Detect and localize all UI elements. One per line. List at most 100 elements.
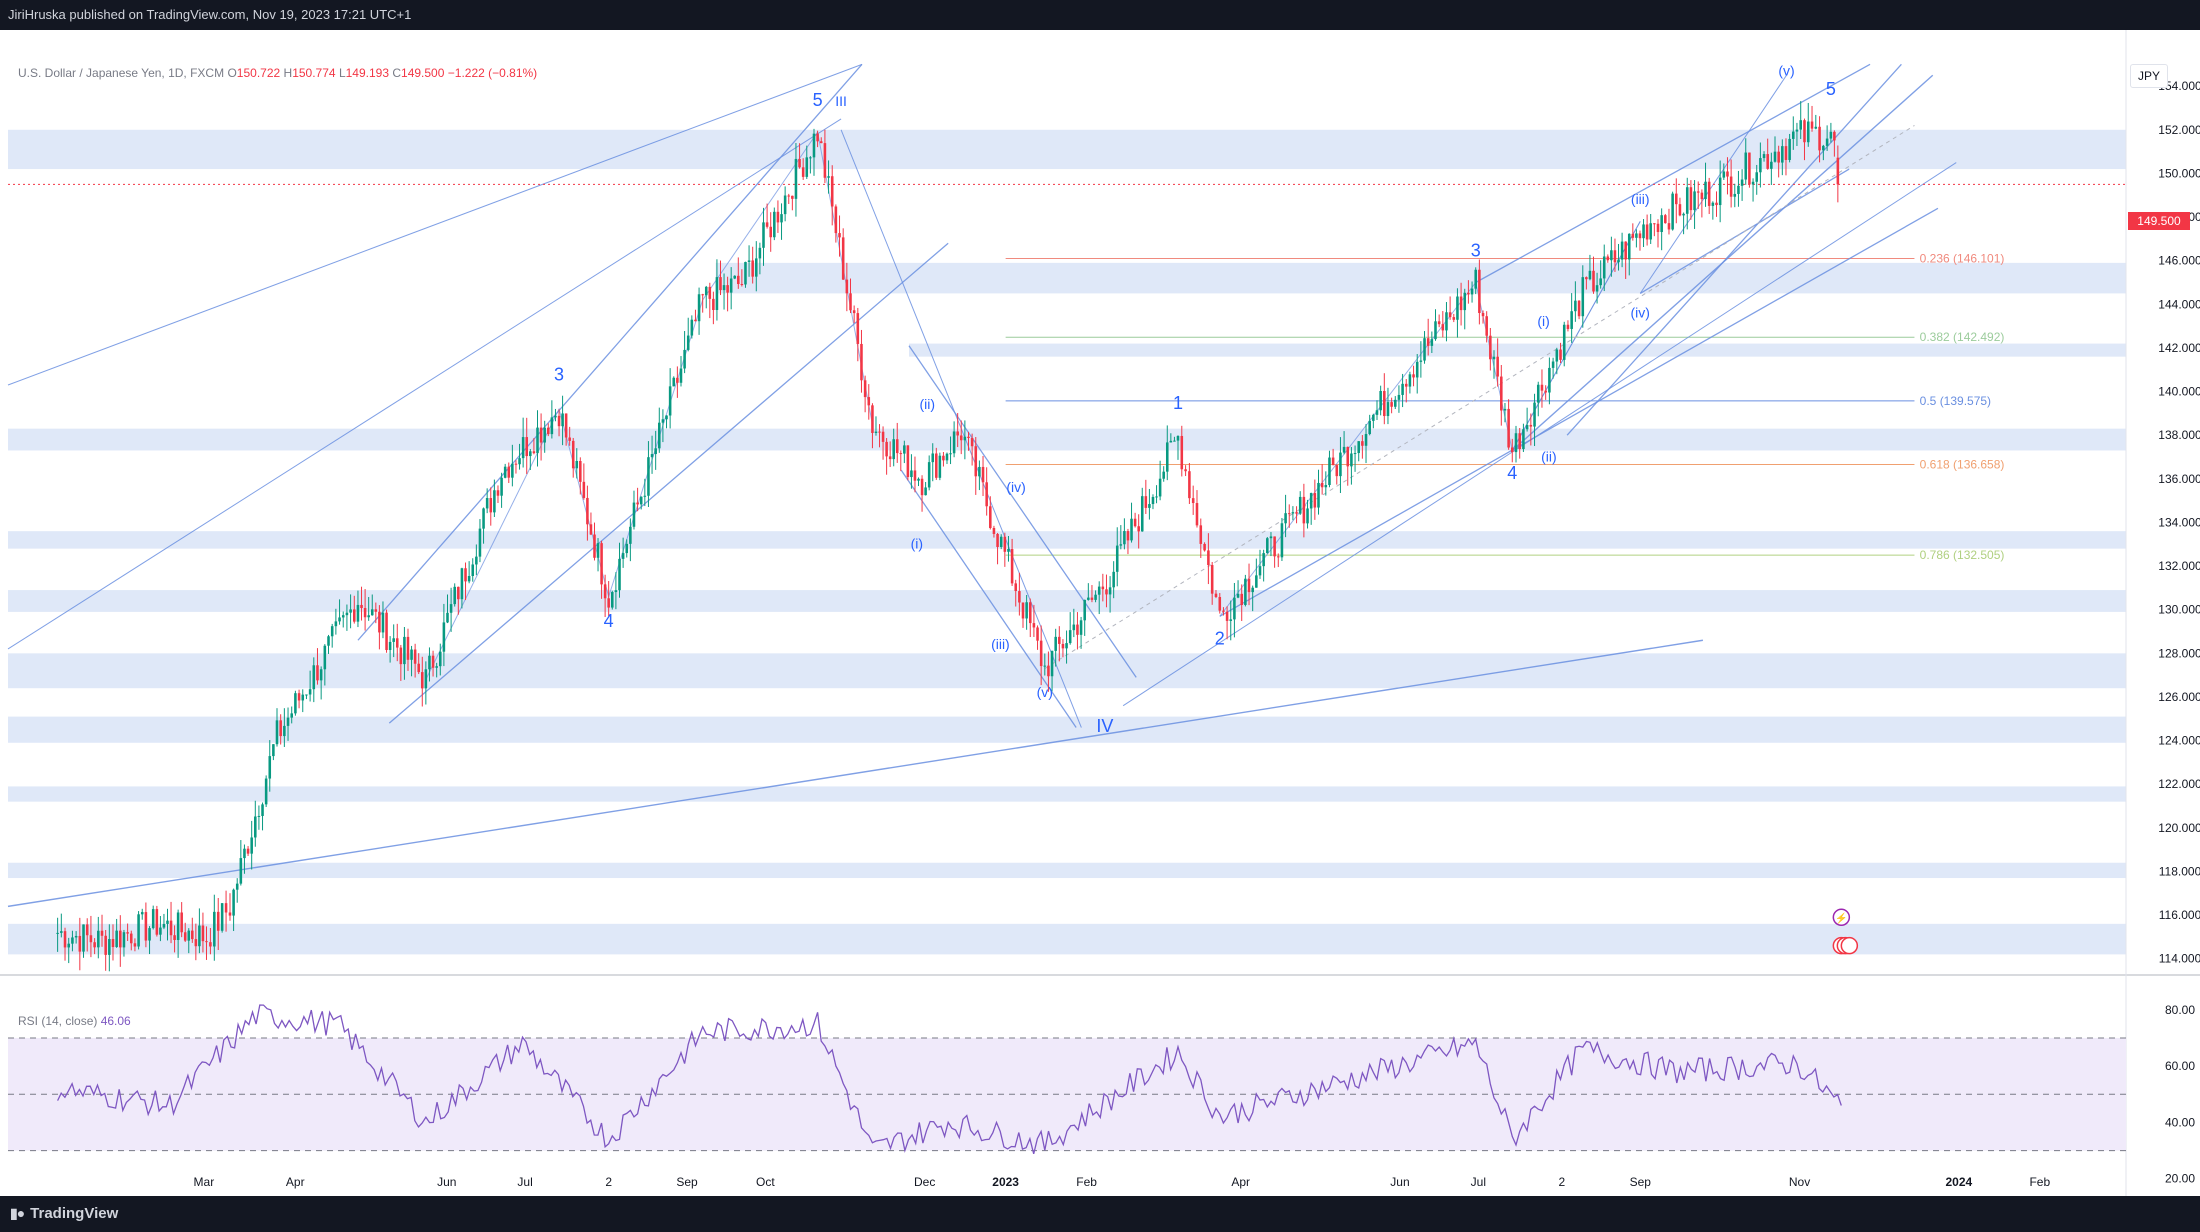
- candle-body: [1613, 250, 1617, 263]
- low-value: 149.193: [345, 66, 390, 80]
- candle-body: [122, 932, 126, 948]
- candle-body: [906, 445, 910, 478]
- candle-body: [1529, 424, 1533, 427]
- candle-body: [1148, 504, 1151, 508]
- candle-body: [363, 608, 367, 618]
- candle-body: [493, 490, 496, 513]
- candle-body: [1474, 269, 1477, 289]
- price-tick-label: 124.000: [2158, 734, 2200, 748]
- candle-body: [1602, 256, 1606, 279]
- candle-body: [1007, 549, 1010, 552]
- candle-body: [614, 590, 618, 593]
- price-tick-label: 116.000: [2159, 908, 2200, 922]
- chart-area[interactable]: 0.236 (146.101) 0.382 (142.492) 0.5 (139.5…: [0, 30, 2200, 1196]
- candle-body: [935, 453, 938, 478]
- open-value: 150.722: [236, 66, 281, 80]
- candle-body: [305, 694, 308, 696]
- candle-body: [676, 377, 679, 383]
- time-tick-label: Dec: [914, 1175, 935, 1189]
- candle-body: [1751, 181, 1755, 185]
- candle-body: [63, 931, 67, 948]
- candle-body: [650, 454, 654, 458]
- price-tick-label: 128.000: [2158, 646, 2200, 660]
- price-tick-label: 140.000: [2158, 385, 2200, 399]
- candle-body: [1660, 215, 1663, 233]
- price-tick-label: 152.000: [2158, 123, 2200, 137]
- candle-body: [625, 543, 629, 554]
- candle-body: [668, 386, 672, 416]
- candle-body: [1191, 498, 1195, 504]
- candle-body: [885, 441, 888, 457]
- candle-body: [949, 453, 952, 455]
- candle-body: [661, 419, 665, 423]
- time-tick-label: Apr: [286, 1175, 305, 1189]
- candle-body: [564, 413, 568, 438]
- candle-body: [981, 466, 985, 483]
- candle-body: [169, 920, 173, 936]
- candle-body: [507, 466, 511, 478]
- sr-zone: [8, 531, 2126, 549]
- price-tick-label: 130.000: [2158, 603, 2200, 617]
- candle-body: [1610, 250, 1613, 261]
- candle-body: [1770, 161, 1773, 169]
- candle-body: [819, 141, 823, 144]
- candle-body: [1452, 317, 1456, 320]
- candle-body: [1115, 545, 1119, 572]
- candle-body: [1718, 177, 1722, 206]
- candle-body: [618, 558, 621, 591]
- candle-body: [144, 912, 148, 941]
- currency-button[interactable]: JPY: [2130, 64, 2168, 88]
- candle-body: [1762, 154, 1766, 159]
- candle-body: [543, 427, 546, 443]
- candle-body: [1025, 602, 1028, 619]
- candle-body: [1540, 384, 1544, 391]
- candle-body: [1726, 171, 1729, 177]
- candle-body: [874, 431, 878, 433]
- price-tick-label: 132.000: [2158, 559, 2200, 573]
- candle-body: [712, 298, 715, 311]
- trend-line: [900, 469, 1077, 728]
- candle-body: [697, 294, 701, 322]
- chart-svg[interactable]: 0.236 (146.101) 0.382 (142.492) 0.5 (139.5…: [0, 30, 2200, 1196]
- candle-body: [1522, 429, 1525, 450]
- candle-body: [765, 222, 769, 227]
- wave-label: (ii): [1541, 448, 1557, 464]
- candle-body: [1087, 597, 1090, 600]
- candle-body: [546, 427, 550, 435]
- candle-body: [1507, 408, 1510, 448]
- candle-body: [1678, 204, 1682, 216]
- candle-body: [780, 214, 783, 223]
- candle-body: [1195, 503, 1199, 526]
- candle-body: [1155, 496, 1158, 498]
- candle-body: [1675, 193, 1678, 205]
- candle-body: [1599, 278, 1602, 286]
- candle-body: [1825, 138, 1829, 146]
- rsi-tick-label: 80.00: [2165, 1003, 2195, 1017]
- candle-body: [621, 553, 625, 559]
- tradingview-brand[interactable]: ▮● TradingView: [10, 1205, 118, 1222]
- candle-body: [334, 621, 338, 627]
- candle-body: [694, 319, 697, 322]
- rsi-value: 46.06: [100, 1014, 131, 1028]
- candle-body: [1544, 390, 1547, 393]
- candle-body: [93, 942, 96, 948]
- candle-body: [1105, 589, 1108, 595]
- candle-body: [1430, 339, 1434, 346]
- candle-body: [532, 451, 536, 454]
- candle-body: [489, 498, 493, 513]
- us-flag-event-icon: [1840, 936, 1859, 955]
- candle-body: [1018, 591, 1021, 603]
- candle-body: [1682, 213, 1685, 216]
- candle-body: [1306, 508, 1309, 524]
- candle-body: [1456, 296, 1459, 320]
- candle-body: [224, 903, 228, 913]
- candle-body: [1548, 367, 1551, 393]
- candle-body: [1353, 453, 1357, 455]
- candle-body: [1401, 383, 1404, 395]
- candle-body: [992, 527, 996, 534]
- candle-body: [1470, 288, 1474, 295]
- time-tick-label: Sep: [676, 1175, 698, 1189]
- candle-body: [881, 431, 885, 442]
- candle-body: [798, 158, 801, 168]
- candle-body: [1173, 440, 1176, 442]
